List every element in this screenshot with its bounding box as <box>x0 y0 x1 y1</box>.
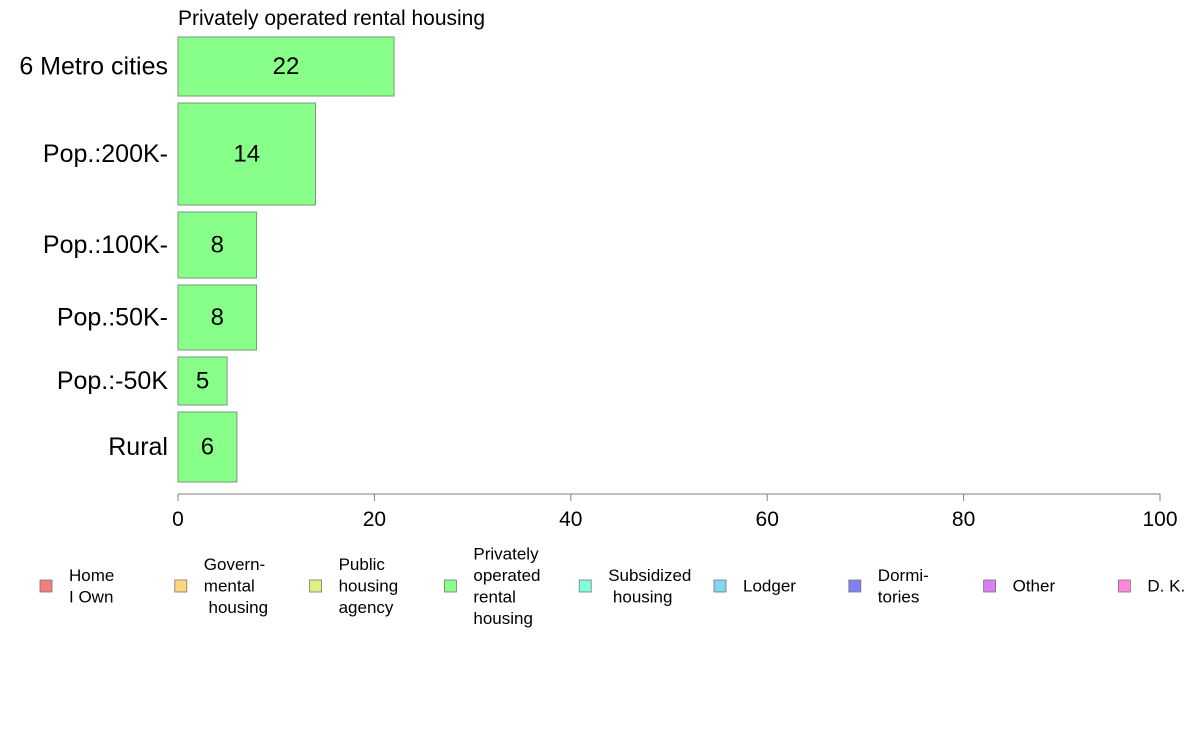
legend-item: D. K. <box>1118 577 1185 596</box>
x-tick-label: 100 <box>1142 508 1177 531</box>
x-axis: 0 20 40 60 80 100 <box>172 493 1178 531</box>
legend-swatch <box>443 579 457 593</box>
bar-value-label: 8 <box>211 304 224 331</box>
category-label: Pop.:50K- <box>57 304 168 332</box>
legend-swatch <box>309 579 323 593</box>
bar <box>177 36 395 97</box>
bar <box>177 102 316 206</box>
x-tick-label: 0 <box>172 508 184 531</box>
x-tick-label: 20 <box>363 508 386 531</box>
bar-value-label: 14 <box>233 141 260 168</box>
legend-swatch <box>983 579 996 593</box>
bar <box>177 356 228 406</box>
legend-label: Privately operated rental housing <box>473 544 540 628</box>
chart-title: Privately operated rental housing <box>178 7 485 30</box>
legend-item: Other <box>983 577 1056 596</box>
bar-row: Pop.:200K- 14 <box>43 102 316 206</box>
legend-item: Public housing agency <box>309 555 399 617</box>
bar <box>177 211 258 279</box>
legend-label: Home I Own <box>69 566 114 607</box>
legend-label: Dormi-tories <box>878 566 929 607</box>
legend-label: Public housing agency <box>339 555 399 617</box>
legend-label: Subsidized housing <box>608 566 691 607</box>
category-label: Pop.:100K- <box>43 231 168 259</box>
category-label: Pop.:-50K <box>57 367 169 395</box>
legend-item: Subsidized housing <box>578 566 691 607</box>
bar-row: Pop.:-50K 5 <box>57 356 228 406</box>
legend-label: D. K. <box>1147 577 1185 596</box>
category-label: Rural <box>108 433 168 461</box>
bar <box>177 284 258 351</box>
x-tick-label: 40 <box>559 508 582 531</box>
bar <box>177 411 238 483</box>
bar-row: Rural 6 <box>108 411 238 483</box>
legend-label: Lodger <box>743 577 796 596</box>
category-label: 6 Metro cities <box>19 53 168 81</box>
legend-item: Dormi-tories <box>848 566 929 607</box>
bar-value-label: 5 <box>196 368 209 395</box>
legend-swatch <box>713 579 727 593</box>
legend-label: Govern-mental housing <box>204 555 268 617</box>
legend-item: Home I Own <box>39 566 114 607</box>
legend-label: Other <box>1013 577 1056 596</box>
legend-swatch <box>848 579 862 593</box>
bar-value-label: 6 <box>201 434 214 461</box>
bar-value-label: 22 <box>273 53 300 80</box>
bar-value-label: 8 <box>211 232 224 259</box>
legend: Home I Own Govern-mental housing Public hous… <box>39 544 1185 628</box>
legend-swatch <box>1118 579 1131 593</box>
bar-row: 6 Metro cities 22 <box>19 36 395 97</box>
legend-item: Lodger <box>713 577 796 596</box>
legend-swatch <box>39 579 53 593</box>
category-label: Pop.:200K- <box>43 140 168 168</box>
legend-swatch <box>174 579 188 593</box>
x-tick-label: 80 <box>952 508 975 531</box>
bar-row: Pop.:100K- 8 <box>43 211 258 279</box>
x-tick-label: 60 <box>756 508 779 531</box>
legend-swatch <box>578 579 592 593</box>
legend-item: Privately operated rental housing <box>443 544 541 628</box>
bar-row: Pop.:50K- 8 <box>57 284 258 351</box>
legend-item: Govern-mental housing <box>174 555 268 617</box>
